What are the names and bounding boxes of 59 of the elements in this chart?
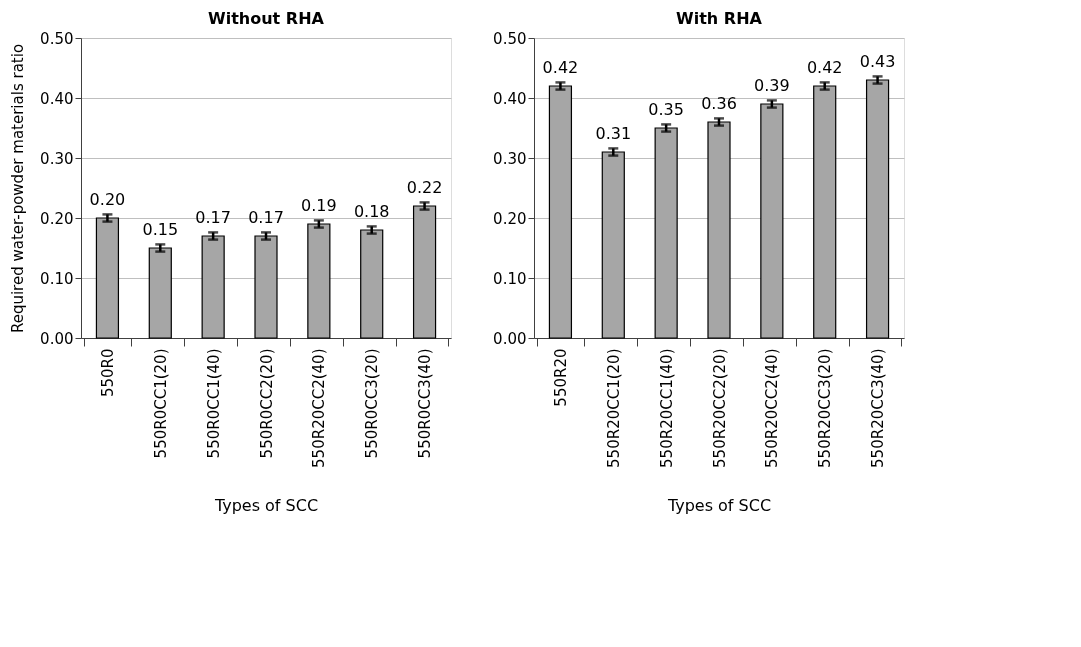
bar (548, 85, 573, 339)
x-tick-label: 550R0CC1(20) (151, 348, 170, 459)
bar (412, 205, 437, 339)
bar (148, 247, 172, 339)
y-tick-label: 0.40 (493, 89, 527, 108)
data-label: 0.20 (89, 190, 126, 210)
y-tick-label: 0.00 (493, 329, 527, 348)
data-label: 0.35 (648, 100, 684, 120)
data-label: 0.31 (595, 124, 632, 144)
x-tick-label: 550R0CC1(40) (204, 348, 223, 459)
data-label: 0.19 (301, 196, 337, 216)
y-tick-label: 0.50 (40, 29, 74, 48)
bar (654, 127, 678, 339)
x-tick-label: 550R20CC1(40) (657, 348, 676, 468)
bar (307, 223, 331, 339)
x-tick-label: 550R20 (551, 348, 570, 407)
y-tick-label: 0.30 (40, 149, 74, 168)
bar (865, 79, 890, 339)
chart-title: Without RHA (208, 9, 325, 28)
data-label: 0.42 (806, 58, 843, 78)
y-tick-label: 0.20 (40, 209, 74, 228)
x-tick-label: 550R0CC3(40) (416, 348, 435, 459)
x-tick-label: 550R20CC2(40) (310, 348, 329, 468)
y-axis-title: Required water-powder materials ratio (9, 43, 28, 334)
x-axis-title: Types of SCC (213, 495, 319, 515)
y-tick-label: 0.50 (493, 29, 527, 48)
x-tick-label: 550R20CC3(20) (816, 348, 835, 468)
data-label: 0.17 (195, 208, 231, 228)
bar (813, 85, 837, 339)
data-label: 0.18 (353, 202, 390, 222)
bar (601, 151, 625, 339)
x-tick-label: 550R20CC2(20) (710, 348, 729, 468)
data-label: 0.36 (701, 94, 737, 114)
data-label: 0.43 (859, 52, 896, 72)
bar (360, 229, 384, 339)
x-tick-label: 550R20CC2(40) (763, 348, 782, 468)
y-tick-label: 0.40 (40, 89, 74, 108)
x-tick-label: 550R0CC3(20) (363, 348, 382, 459)
y-tick-label: 0.00 (40, 329, 74, 348)
x-tick-label: 550R0 (98, 348, 117, 398)
x-tick-label: 550R20CC3(40) (869, 348, 888, 468)
data-label: 0.39 (754, 76, 790, 96)
y-tick-label: 0.20 (493, 209, 527, 228)
x-tick-label: 550R0CC2(20) (257, 348, 276, 459)
bar (707, 121, 731, 339)
bar (201, 235, 225, 339)
data-label: 0.22 (406, 178, 443, 198)
data-label: 0.17 (248, 208, 284, 228)
y-tick-label: 0.10 (493, 269, 527, 288)
chart-title: With RHA (676, 9, 763, 28)
y-tick-label: 0.10 (40, 269, 74, 288)
x-axis-title: Types of SCC (666, 495, 772, 515)
bar (95, 217, 120, 339)
x-tick-label: 550R20CC1(20) (604, 348, 623, 468)
y-tick-label: 0.30 (493, 149, 527, 168)
bar (254, 235, 278, 339)
data-label: 0.15 (142, 220, 179, 240)
bar (760, 103, 784, 339)
data-label: 0.42 (542, 58, 579, 78)
